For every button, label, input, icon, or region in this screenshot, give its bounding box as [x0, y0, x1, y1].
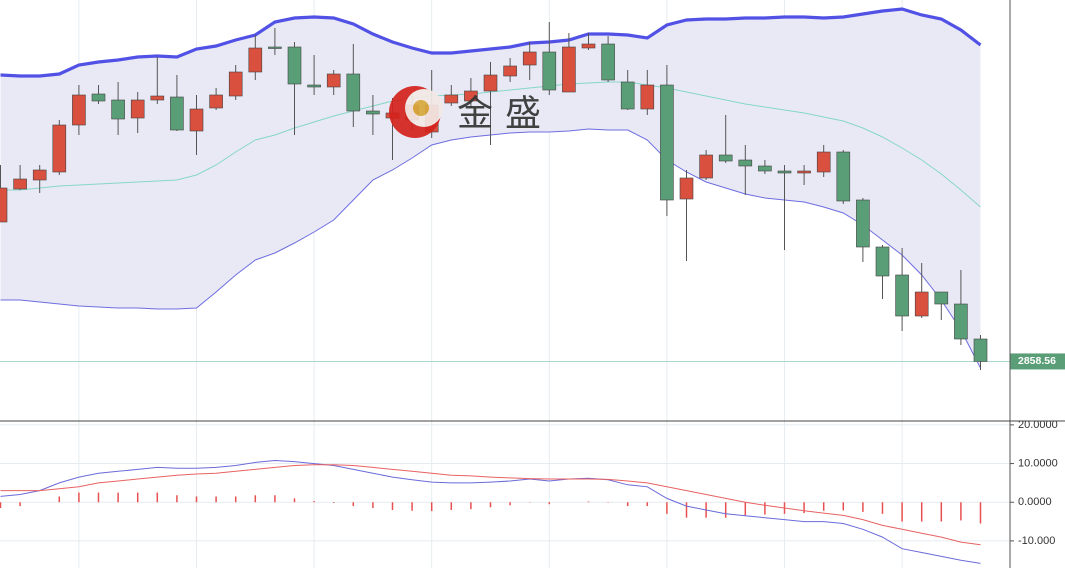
candle-body	[718, 154, 733, 162]
candle-body	[699, 154, 713, 179]
band-upper	[0, 7, 982, 78]
candle-body	[189, 108, 204, 132]
candle-body	[601, 43, 615, 81]
candle-body	[542, 51, 557, 91]
candle-body	[503, 65, 517, 77]
candle-body	[640, 84, 655, 110]
candle-body	[366, 110, 380, 115]
candle-body	[32, 169, 47, 181]
candle-body	[562, 46, 576, 93]
candle-body	[13, 178, 27, 190]
candle-body	[816, 151, 831, 173]
candle-body	[660, 84, 674, 201]
candle-body	[326, 73, 341, 88]
candle-body	[111, 99, 125, 120]
y-tick-label: 10.0000	[1018, 457, 1058, 469]
candle-body	[973, 338, 988, 362]
candle-body	[464, 90, 478, 102]
candle-body	[777, 170, 792, 174]
macd-line	[0, 459, 981, 564]
logo: 金盛	[389, 86, 553, 138]
candle-body	[875, 246, 890, 277]
candle-body	[444, 94, 459, 104]
y-tick-label: -10.000	[1018, 535, 1055, 547]
logo-coin	[413, 100, 429, 116]
candle-body	[895, 274, 909, 317]
band-fill	[0, 9, 981, 368]
candle-body	[170, 96, 184, 131]
candle-body	[797, 170, 811, 174]
candle-body	[72, 94, 86, 126]
candle-body	[248, 47, 263, 73]
y-tick-label: 20.0000	[1018, 419, 1058, 431]
candle-body	[581, 43, 596, 49]
candle-body	[954, 303, 968, 340]
candle-body	[150, 95, 165, 101]
watermark: 金盛	[457, 93, 553, 134]
candle-body	[836, 151, 851, 202]
candle-body	[738, 159, 753, 167]
candle-body	[483, 74, 498, 92]
candle-body	[268, 46, 282, 49]
main-layer: 2858.56 20.0000 10.0000 0.0000 -10.000	[0, 22, 1065, 564]
candle-body	[856, 199, 870, 248]
candle-body	[91, 93, 106, 102]
candle-body	[346, 73, 361, 112]
candle-body	[228, 71, 243, 97]
y-tick-label: 0.0000	[1018, 496, 1052, 508]
macd-line	[0, 464, 981, 546]
candle-body	[209, 94, 223, 109]
candle-body	[679, 177, 694, 200]
last-price-label: 2858.56	[1018, 355, 1056, 367]
candle-body	[620, 81, 635, 110]
candle-body	[914, 291, 929, 317]
candle-body	[287, 46, 302, 85]
candle-body	[934, 291, 949, 305]
candle-body	[758, 165, 772, 172]
candle-body	[307, 84, 321, 88]
candle-body	[522, 51, 537, 66]
candle-body	[52, 124, 67, 173]
candle-body	[130, 99, 145, 119]
candle-body	[0, 187, 8, 223]
last-price-box	[1010, 353, 1065, 370]
